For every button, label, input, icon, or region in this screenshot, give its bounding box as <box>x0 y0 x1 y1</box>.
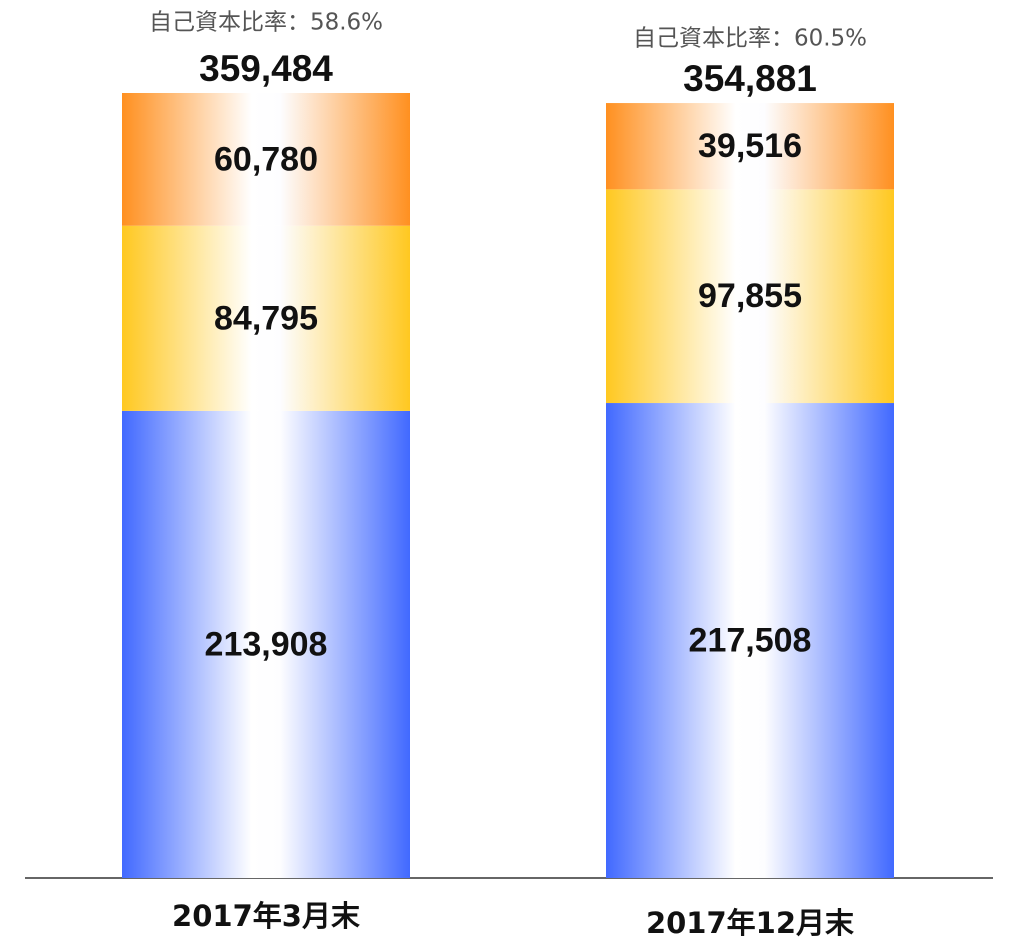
bar-segment <box>122 410 410 878</box>
annotation: 自己資本比率：58.6% <box>149 10 383 36</box>
bar-segment <box>606 103 894 190</box>
value-label: 84,795 <box>214 299 318 337</box>
bar-segment <box>122 93 410 226</box>
bar-segment <box>606 403 894 878</box>
total-label: 354,881 <box>683 58 817 99</box>
x-tick-label: 2017年3月末 <box>172 899 360 933</box>
x-tick-label: 2017年12月末 <box>646 906 854 940</box>
bar-segment <box>122 225 410 411</box>
value-label: 60,780 <box>214 140 318 178</box>
annotation: 自己資本比率：60.5% <box>633 26 867 52</box>
value-label: 39,516 <box>698 127 802 165</box>
value-label: 213,908 <box>205 625 328 663</box>
bar-segment <box>606 189 894 404</box>
value-label: 97,855 <box>698 277 802 315</box>
value-label: 217,508 <box>689 621 812 659</box>
total-label: 359,484 <box>199 48 333 89</box>
